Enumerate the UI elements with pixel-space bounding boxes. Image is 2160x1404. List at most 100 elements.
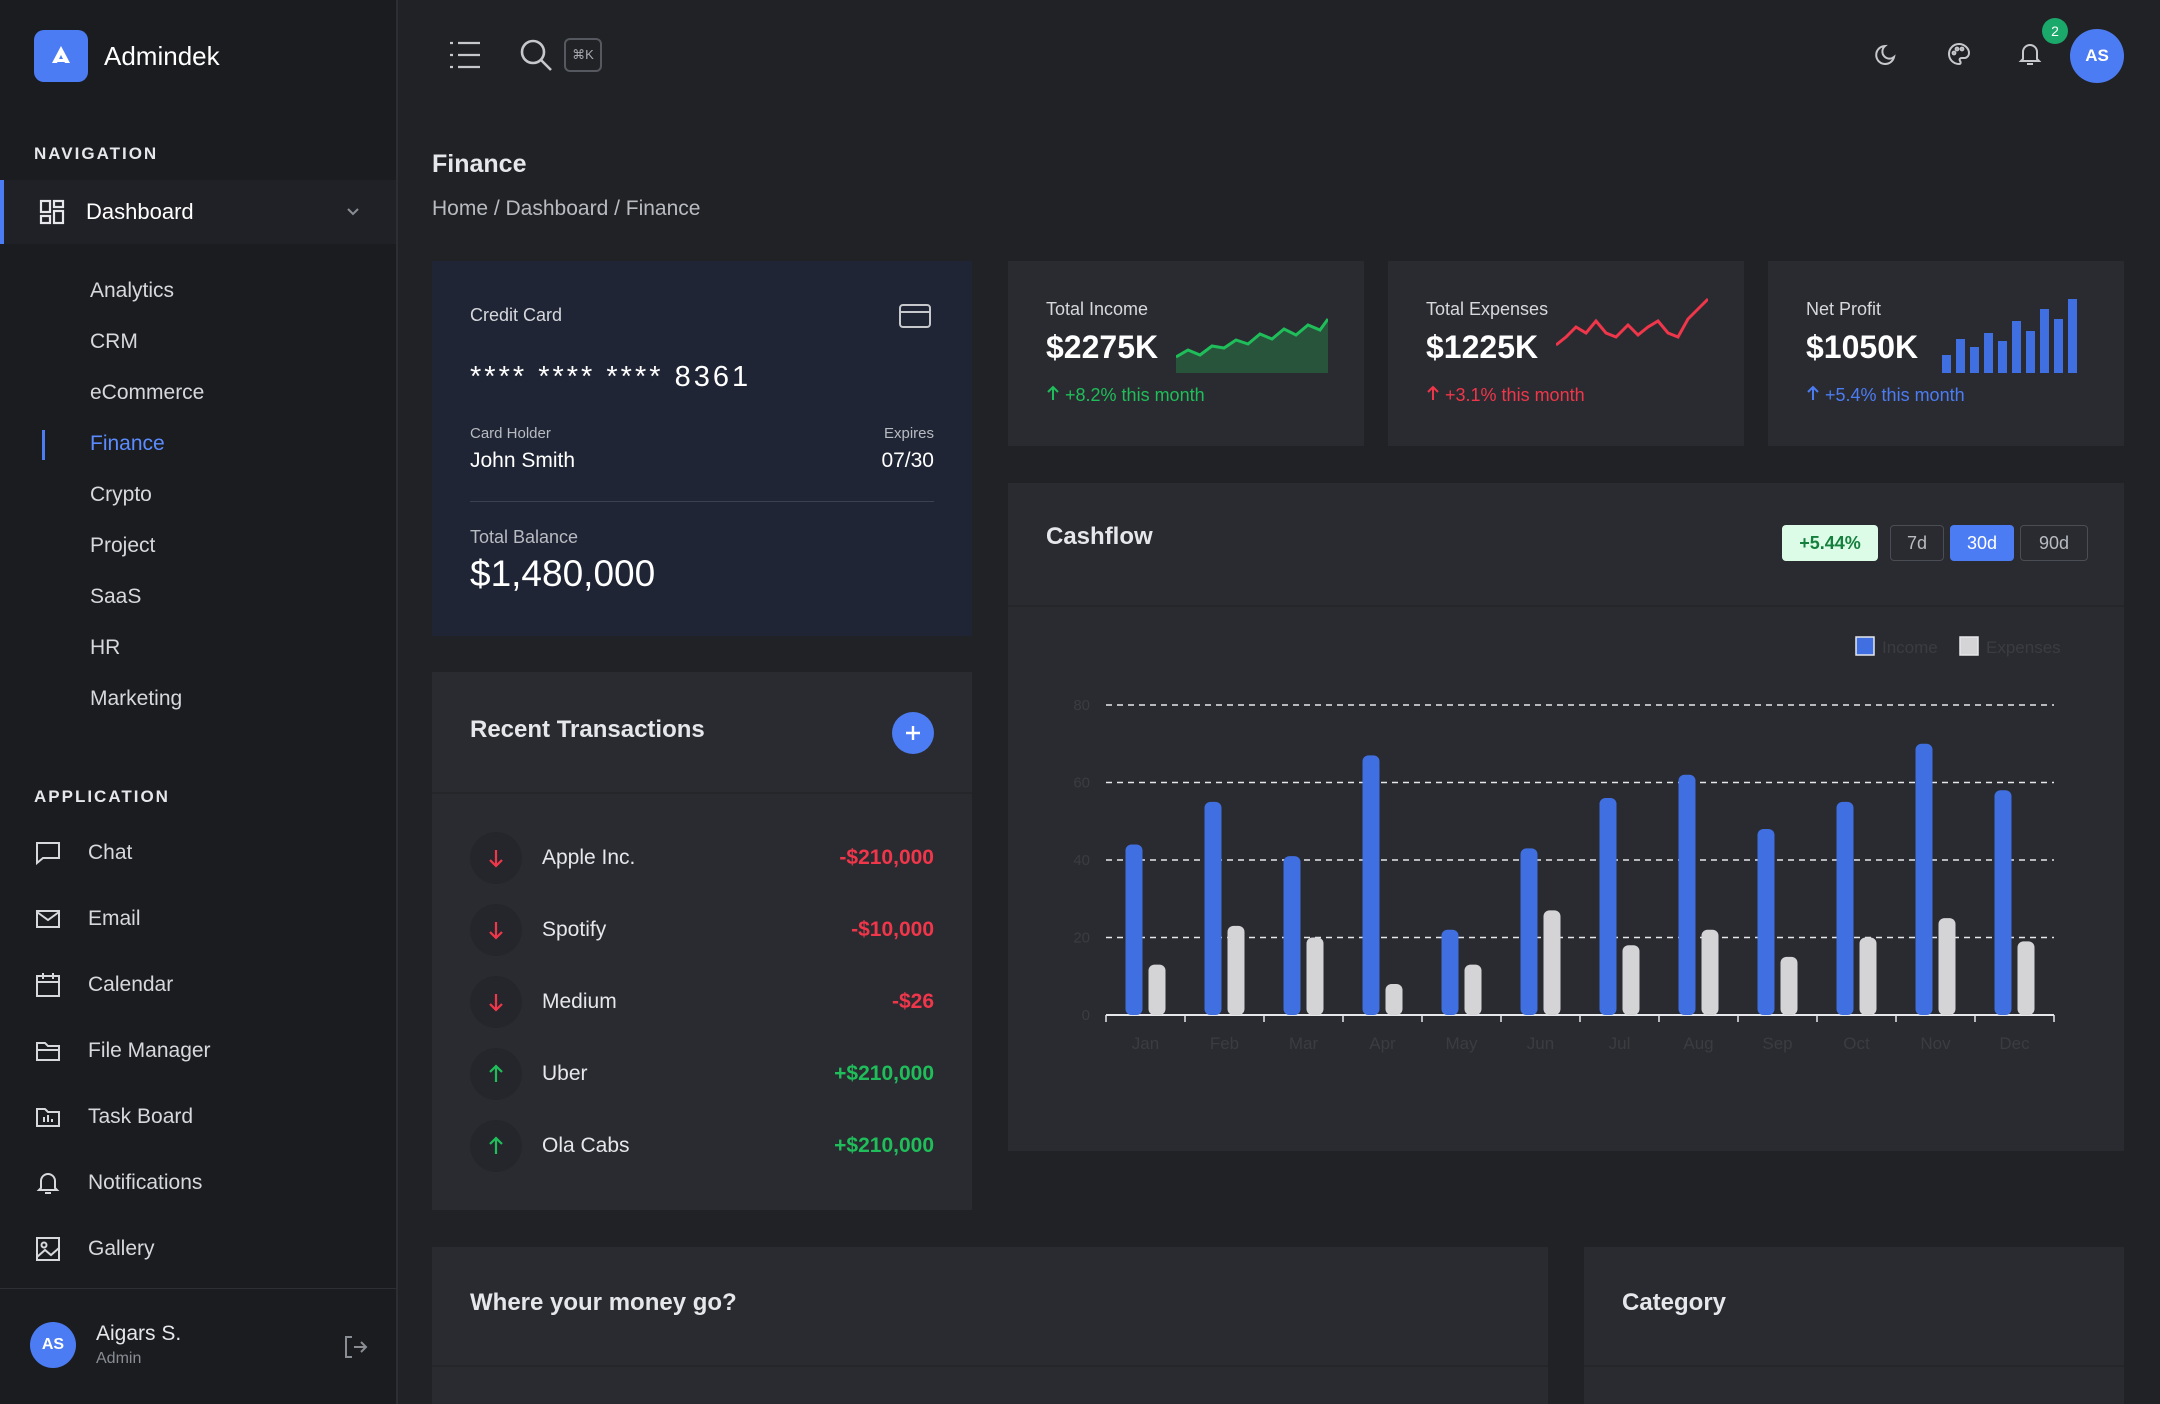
transaction-name: Medium	[542, 990, 617, 1013]
sidebar-subitem-crypto[interactable]: Crypto	[90, 483, 152, 506]
stat-label: Net Profit	[1806, 299, 1882, 319]
expenses-sparkline	[1556, 297, 1708, 347]
sidebar-item-label: File Manager	[88, 1039, 211, 1062]
x-tick-label: Oct	[1843, 1034, 1870, 1053]
y-tick-label: 80	[1073, 697, 1090, 714]
sidebar-item-label: Calendar	[88, 973, 174, 996]
breadcrumb[interactable]: Home / Dashboard / Finance	[432, 197, 701, 220]
sidebar-item-calendar[interactable]: Calendar	[34, 971, 173, 999]
stat-change: +5.4% this month	[1806, 385, 1965, 406]
app-section-title: APPLICATION	[34, 787, 170, 806]
transaction-row[interactable]: Spotify -$10,000	[470, 904, 934, 956]
chat-icon	[36, 842, 60, 866]
y-tick-label: 20	[1073, 930, 1090, 947]
stat-change: +3.1% this month	[1426, 385, 1585, 406]
range-30d-button[interactable]: 30d	[1950, 525, 2014, 561]
sidebar-subitem-saas[interactable]: SaaS	[90, 585, 142, 608]
sidebar-item-task-board[interactable]: Task Board	[34, 1103, 193, 1131]
sidebar-item-email[interactable]: Email	[34, 905, 141, 933]
bar-expenses	[1227, 925, 1245, 1015]
sidebar-subitem-crm[interactable]: CRM	[90, 330, 138, 353]
card-holder-name: John Smith	[470, 449, 576, 472]
bar-income	[1283, 856, 1301, 1015]
cashflow-change-badge: +5.44%	[1782, 525, 1878, 561]
transaction-name: Ola Cabs	[542, 1134, 630, 1157]
calendar-icon	[36, 973, 60, 997]
bar-expenses	[1622, 945, 1640, 1015]
bar-income	[1599, 798, 1617, 1015]
bar-expenses	[1306, 937, 1324, 1015]
panel-divider	[1584, 1365, 2124, 1367]
bar-expenses	[1859, 937, 1877, 1015]
x-tick-label: Jun	[1527, 1034, 1554, 1053]
arrow-up-icon	[470, 1120, 522, 1172]
bar-income	[1125, 844, 1143, 1015]
transaction-name: Spotify	[542, 918, 607, 941]
palette-icon[interactable]	[1946, 41, 1972, 67]
sidebar-subitem-marketing[interactable]: Marketing	[90, 687, 183, 710]
net-profit-sparkbars	[1942, 299, 2077, 373]
sidebar-subitem-analytics[interactable]: Analytics	[90, 279, 175, 302]
arrow-up-icon	[1807, 385, 1819, 400]
sidebar-item-label: Notifications	[88, 1171, 203, 1194]
sidebar-item-file-manager[interactable]: File Manager	[34, 1037, 211, 1065]
y-tick-label: 60	[1073, 775, 1090, 792]
search-icon[interactable]	[518, 37, 554, 73]
recent-transactions-title: Recent Transactions	[470, 716, 705, 743]
bell-icon[interactable]	[2017, 41, 2043, 67]
bell-icon	[36, 1173, 60, 1194]
active-indicator	[0, 180, 4, 244]
bar-expenses	[1938, 918, 1956, 1015]
recent-transactions-panel: Recent Transactions Apple Inc. -$210,000…	[432, 672, 972, 1210]
transaction-row[interactable]: Apple Inc. -$210,000	[470, 832, 934, 884]
dashboard-icon	[39, 199, 65, 225]
bar-expenses	[1780, 956, 1798, 1015]
sidebar-item-gallery[interactable]: Gallery	[34, 1235, 155, 1263]
logout-icon[interactable]	[342, 1334, 368, 1360]
y-tick-label: 40	[1073, 852, 1090, 869]
arrow-down-icon	[470, 904, 522, 956]
user-avatar-button[interactable]: AS	[2070, 29, 2124, 83]
user-role: Admin	[96, 1350, 142, 1367]
sidebar-subitem-hr[interactable]: HR	[90, 636, 121, 659]
bar-expenses	[1385, 984, 1403, 1015]
sidebar-item-dashboard[interactable]: Dashboard	[0, 180, 396, 244]
chevron-down-icon[interactable]	[344, 202, 362, 220]
sidebar: Admindek NAVIGATION Dashboard Analytics …	[0, 0, 396, 1404]
sidebar-subitem-ecommerce[interactable]: eCommerce	[90, 381, 205, 404]
money-destination-title: Where your money go?	[470, 1289, 737, 1316]
range-90d-button[interactable]: 90d	[2020, 525, 2088, 561]
credit-card-icon	[899, 304, 931, 328]
sidebar-subitem-project[interactable]: Project	[90, 534, 156, 557]
x-tick-label: Feb	[1210, 1034, 1239, 1053]
bar-expenses	[1464, 964, 1482, 1015]
x-tick-label: Nov	[1920, 1034, 1951, 1053]
stat-change-text: +5.4% this month	[1825, 385, 1965, 405]
sidebar-subitem-finance[interactable]: Finance	[90, 432, 165, 455]
subnav-active-indicator	[42, 430, 45, 460]
sidebar-item-chat[interactable]: Chat	[34, 839, 132, 867]
notification-count-badge: 2	[2042, 18, 2068, 44]
brand[interactable]: Admindek	[34, 30, 220, 82]
stat-value: $2275K	[1046, 329, 1159, 365]
user-profile[interactable]: AS Aigars S. Admin	[30, 1322, 181, 1368]
x-tick-label: Dec	[1999, 1034, 2030, 1053]
category-panel: Category	[1584, 1247, 2124, 1404]
bar-income	[1994, 790, 2012, 1015]
menu-icon[interactable]	[448, 40, 482, 70]
moon-icon[interactable]	[1874, 41, 1900, 67]
transaction-name: Apple Inc.	[542, 846, 636, 869]
income-sparkline	[1176, 318, 1328, 373]
add-transaction-button[interactable]	[892, 712, 934, 754]
range-7d-button[interactable]: 7d	[1890, 525, 1944, 561]
transaction-row[interactable]: Medium -$26	[470, 976, 934, 1028]
transaction-row[interactable]: Ola Cabs +$210,000	[470, 1120, 934, 1172]
bar-income	[1915, 743, 1933, 1015]
arrow-down-icon	[470, 976, 522, 1028]
transaction-row[interactable]: Uber +$210,000	[470, 1048, 934, 1100]
sidebar-item-label: Dashboard	[86, 199, 194, 224]
brand-name: Admindek	[104, 40, 220, 71]
sidebar-item-notifications[interactable]: Notifications	[34, 1169, 202, 1197]
money-destination-panel: Where your money go?	[432, 1247, 1548, 1404]
x-tick-label: May	[1445, 1034, 1478, 1053]
